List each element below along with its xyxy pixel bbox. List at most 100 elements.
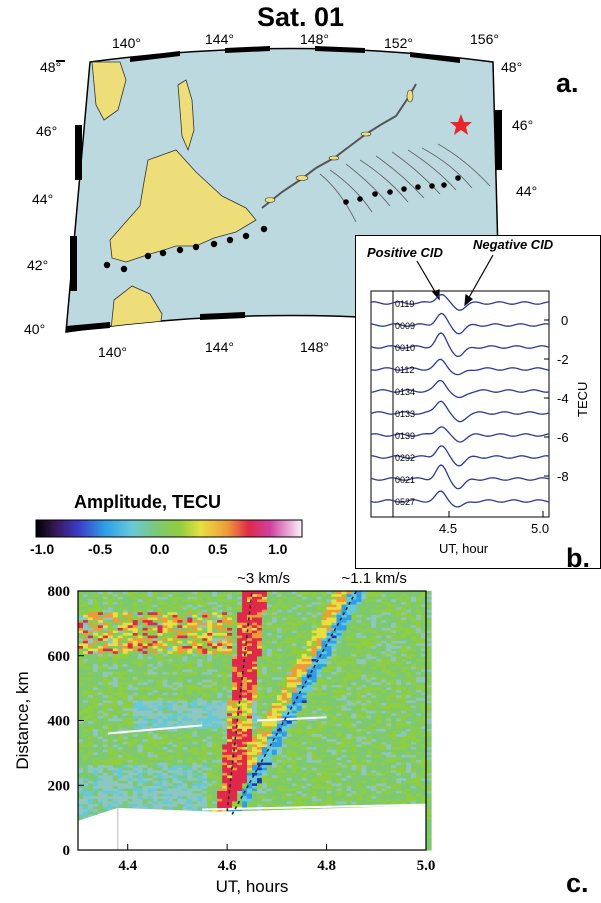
heatmap-cell [167,795,174,799]
heatmap-cell [167,666,174,670]
heatmap-cell [301,777,308,781]
heatmap-cell [271,598,278,602]
heatmap-cell [237,787,243,791]
heatmap-cell [311,761,318,766]
heatmap-cell [217,720,223,724]
heatmap-cell [78,715,84,719]
heatmap-cell [252,712,258,716]
heatmap-cell [227,707,233,711]
heatmap-cell [83,756,89,760]
heatmap-cell [291,629,298,633]
heatmap-cell [316,733,323,737]
heatmap-cell [107,728,114,732]
heatmap-cell [247,632,253,636]
heatmap-cell [142,751,149,755]
heatmap-cell [281,598,288,602]
heatmap-cell [162,702,169,706]
heatmap-cell [152,751,159,755]
heatmap-cell [142,787,149,791]
heatmap-cell [311,629,318,633]
heatmap-cell [87,635,94,639]
heatmap-cell [227,787,233,791]
heatmap-cell [182,751,188,755]
heatmap-cell [227,741,233,745]
heatmap-cell [87,609,94,613]
heatmap-cell [187,660,193,665]
positive-cid-label: Positive CID [367,245,443,260]
heatmap-cell [212,736,218,740]
heatmap-cell [252,676,258,680]
station-label: 0133 [395,409,415,419]
negative-cid-label: Negative CID [473,237,554,252]
heatmap-cell [207,663,213,667]
heatmap-cell [162,676,169,680]
heatmap-cell [197,611,203,615]
heatmap-cell [122,769,129,773]
heatmap-cell [252,679,258,683]
heatmap-cell [261,640,268,644]
heatmap-cell [291,764,298,768]
heatmap-cell [102,598,109,602]
heatmap-cell [237,736,243,740]
heatmap-cell [252,591,258,595]
heatmap-cell [232,645,238,649]
heatmap-cell [162,622,169,626]
heatmap-cell [117,632,124,636]
heatmap-cell [107,705,114,709]
heatmap-cell [232,611,238,615]
heatmap-cell [261,780,268,784]
heatmap-cell [137,780,144,784]
heatmap-cell [271,619,278,623]
heatmap-cell [157,774,164,779]
heatmap-cell [306,720,313,724]
heatmap-cell [102,736,109,740]
heatmap-cell [212,803,218,807]
heatmap-cell [122,723,129,727]
heatmap-cell [252,606,258,610]
heatmap-cell [172,611,179,615]
heatmap-cell [192,780,198,784]
heatmap-cell [152,609,159,613]
heatmap-cell [142,606,149,610]
heatmap-cell [102,686,109,690]
heatmap-cell [83,676,89,680]
heatmap-cell [78,598,84,602]
heatmap-cell [78,697,84,701]
heatmap-cell [281,764,288,768]
heatmap-cell [182,681,188,685]
heatmap-cell [227,743,233,747]
heatmap-cell [107,604,114,608]
heatmap-cell [227,795,233,799]
heatmap-cell [232,598,238,602]
heatmap-cell [306,684,313,688]
heatmap-cell [147,629,154,633]
heatmap-cell [83,655,89,659]
heatmap-cell [167,596,174,600]
heatmap-cell [296,689,303,693]
heatmap-cell [177,712,183,716]
heatmap-cell [276,616,283,621]
heatmap-cell [296,596,303,600]
heatmap-cell [276,725,283,729]
heatmap-cell [157,715,164,719]
heatmap-cell [107,738,114,742]
heatmap-cell [232,648,238,652]
heatmap-cell [286,611,293,615]
heatmap-cell [222,767,228,771]
heatmap-cell [247,715,253,719]
heatmap-cell [222,668,228,672]
heatmap-cell [202,645,208,649]
heatmap-cell [107,759,114,763]
heatmap-cell [212,689,218,693]
heatmap-cell [152,769,159,773]
heatmap-cell [167,658,174,662]
heatmap-cell [192,593,198,597]
heatmap-cell [306,598,313,602]
heatmap-cell [83,679,89,683]
heatmap-cell [157,743,164,747]
heatmap-cell [316,725,323,729]
heatmap-cell [192,653,198,657]
heatmap-cell [301,702,308,706]
heatmap-cell [296,772,303,776]
heatmap-cell [172,606,179,610]
